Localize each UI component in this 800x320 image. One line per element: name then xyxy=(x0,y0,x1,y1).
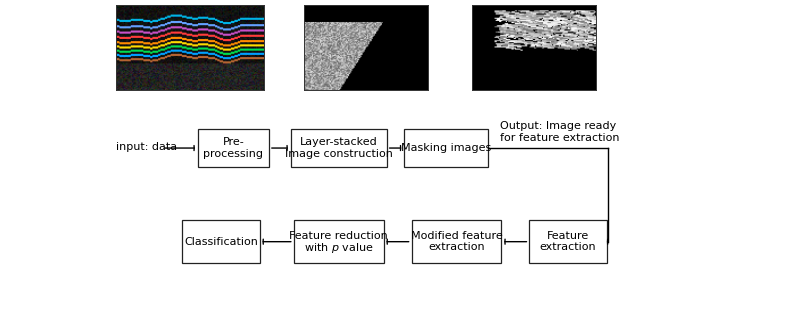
Text: Feature reduction: Feature reduction xyxy=(290,230,388,241)
Text: Classification: Classification xyxy=(184,237,258,247)
Text: Feature
extraction: Feature extraction xyxy=(540,231,597,252)
FancyBboxPatch shape xyxy=(198,129,269,167)
FancyBboxPatch shape xyxy=(530,220,607,263)
FancyBboxPatch shape xyxy=(404,129,488,167)
FancyBboxPatch shape xyxy=(290,129,386,167)
Text: with $p$ value: with $p$ value xyxy=(304,241,374,255)
Text: Masking images: Masking images xyxy=(401,143,491,153)
FancyBboxPatch shape xyxy=(411,220,502,263)
Text: Modified feature
extraction: Modified feature extraction xyxy=(410,231,502,252)
Text: input: data: input: data xyxy=(115,142,177,152)
FancyBboxPatch shape xyxy=(294,220,384,263)
Text: Output: Image ready
for feature extraction: Output: Image ready for feature extracti… xyxy=(500,121,619,143)
FancyBboxPatch shape xyxy=(182,220,260,263)
Text: Layer-stacked
Image construction: Layer-stacked Image construction xyxy=(285,137,393,159)
Text: Pre-
processing: Pre- processing xyxy=(203,137,263,159)
